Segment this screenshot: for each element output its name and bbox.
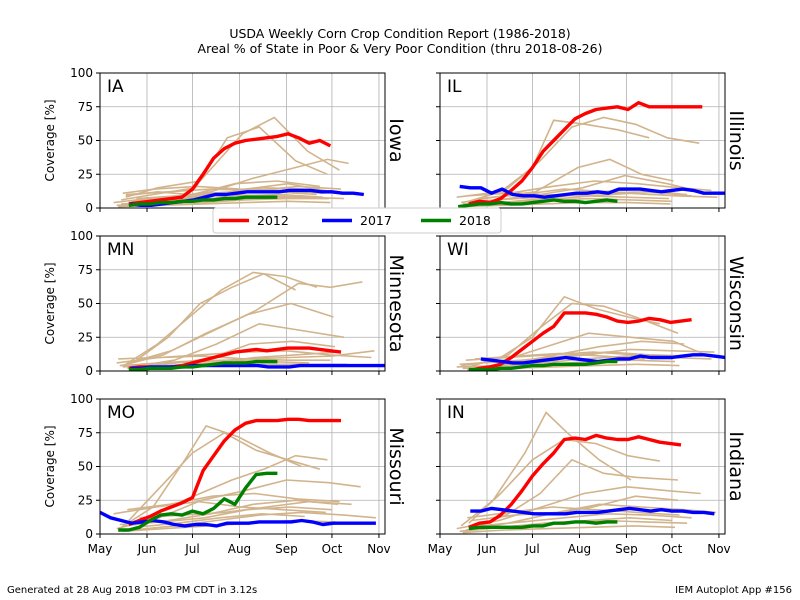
series-line-2017 xyxy=(470,506,715,516)
panel-wi: WI Wisconsin xyxy=(436,235,747,375)
history-line xyxy=(474,352,645,360)
history-line xyxy=(121,126,328,201)
legend-label-2012: 2012 xyxy=(257,213,289,228)
state-name: Indiana xyxy=(725,431,747,501)
history-line xyxy=(122,340,336,368)
state-name: Minnesota xyxy=(385,254,407,352)
legend-label-2018: 2018 xyxy=(459,213,491,228)
x-tick-label: Jul xyxy=(184,542,199,556)
history-line xyxy=(476,116,700,201)
panel-in: May Jun Jul Aug Sep Oct Nov IN Indiana xyxy=(428,398,747,556)
state-abbr: MO xyxy=(107,403,135,423)
chart-title: USDA Weekly Corn Crop Condition Report (… xyxy=(229,26,571,41)
y-tick-label: 75 xyxy=(78,426,93,440)
series-group xyxy=(113,116,365,208)
x-tick-label: Nov xyxy=(367,542,390,556)
history-line xyxy=(134,512,305,529)
y-tick-label: 50 xyxy=(78,134,93,148)
state-abbr: MN xyxy=(107,240,134,260)
x-tick-label: Oct xyxy=(662,542,683,556)
series-line-2012 xyxy=(128,132,332,206)
y-tick-label: 25 xyxy=(78,167,93,181)
app-footer: IEM Autoplot App #156 xyxy=(675,585,792,596)
history-line xyxy=(135,272,296,361)
series-group xyxy=(456,100,725,208)
history-line xyxy=(128,431,321,522)
y-tick-label: 25 xyxy=(78,330,93,344)
x-tick-label: Jun xyxy=(477,542,497,556)
y-axis-label: Coverage [%] xyxy=(43,99,57,181)
chart-subtitle: Areal % of State in Poor & Very Poor Con… xyxy=(197,41,603,56)
state-abbr: IA xyxy=(107,77,124,97)
series-line-2018 xyxy=(468,520,618,531)
y-axis-label: Coverage [%] xyxy=(43,425,57,507)
series-line-2018 xyxy=(128,359,278,371)
x-tick-label: May xyxy=(88,542,113,556)
panel-il: IL Illinois xyxy=(436,72,747,212)
y-tick-label: 100 xyxy=(70,229,93,243)
x-tick-label: Aug xyxy=(228,542,251,556)
x-tick-label: Oct xyxy=(322,542,343,556)
series-group xyxy=(116,271,385,371)
y-tick-label: 25 xyxy=(78,493,93,507)
x-tick-label: May xyxy=(428,542,453,556)
legend-label-2017: 2017 xyxy=(360,213,392,228)
y-tick-label: 0 xyxy=(85,201,93,215)
x-tick-label: Nov xyxy=(707,542,730,556)
panel-ia: 0 25 50 75 100 Coverage [%] IA Iowa xyxy=(43,66,407,215)
history-line xyxy=(476,458,679,529)
y-tick-label: 50 xyxy=(78,297,93,311)
y-tick-label: 0 xyxy=(85,364,93,378)
x-tick-label: Jul xyxy=(524,542,539,556)
history-line xyxy=(131,322,345,368)
history-line xyxy=(121,302,334,367)
legend-box xyxy=(212,207,502,234)
state-abbr: IL xyxy=(447,77,462,97)
series-group xyxy=(100,417,376,533)
series-line-2018 xyxy=(128,195,278,207)
history-line xyxy=(479,512,692,527)
generated-footer: Generated at 28 Aug 2018 10:03 PM CDT in… xyxy=(7,585,258,596)
y-tick-label: 100 xyxy=(70,66,93,80)
state-abbr: IN xyxy=(447,403,465,423)
state-name: Iowa xyxy=(385,118,407,162)
state-name: Wisconsin xyxy=(725,256,747,351)
history-line xyxy=(456,485,701,530)
panel-mo: 0 25 50 75 100 May Jun Jul Aug Sep Oct Nov Coverage … xyxy=(43,392,407,556)
history-line xyxy=(476,302,679,366)
y-axis-label: Coverage [%] xyxy=(43,262,57,344)
y-tick-label: 0 xyxy=(85,527,93,541)
history-line xyxy=(118,355,331,362)
y-tick-label: 75 xyxy=(78,263,93,277)
series-line-2018 xyxy=(468,359,618,371)
history-line xyxy=(127,492,340,511)
x-tick-label: Aug xyxy=(568,542,591,556)
series-line-2018 xyxy=(118,471,278,532)
series-line-2017 xyxy=(459,184,725,199)
x-tick-label: Sep xyxy=(275,542,298,556)
y-tick-label: 100 xyxy=(70,392,93,406)
x-tick-label: Sep xyxy=(615,542,638,556)
history-line xyxy=(462,525,676,534)
y-tick-label: 50 xyxy=(78,460,93,474)
series-line-2012 xyxy=(128,417,341,527)
series-line-2018 xyxy=(457,198,618,208)
history-line xyxy=(458,201,671,208)
history-line xyxy=(125,116,340,198)
state-abbr: WI xyxy=(447,240,469,260)
x-tick-label: Jun xyxy=(137,542,157,556)
y-tick-label: 75 xyxy=(78,100,93,114)
series-group xyxy=(456,295,725,371)
series-group xyxy=(456,411,716,534)
panel-mn: 0 25 50 75 100 Coverage [%] MN Minnesota xyxy=(43,229,407,378)
state-name: Illinois xyxy=(725,110,747,170)
state-name: Missouri xyxy=(385,427,407,505)
legend: 2012 2017 2018 xyxy=(212,207,502,234)
